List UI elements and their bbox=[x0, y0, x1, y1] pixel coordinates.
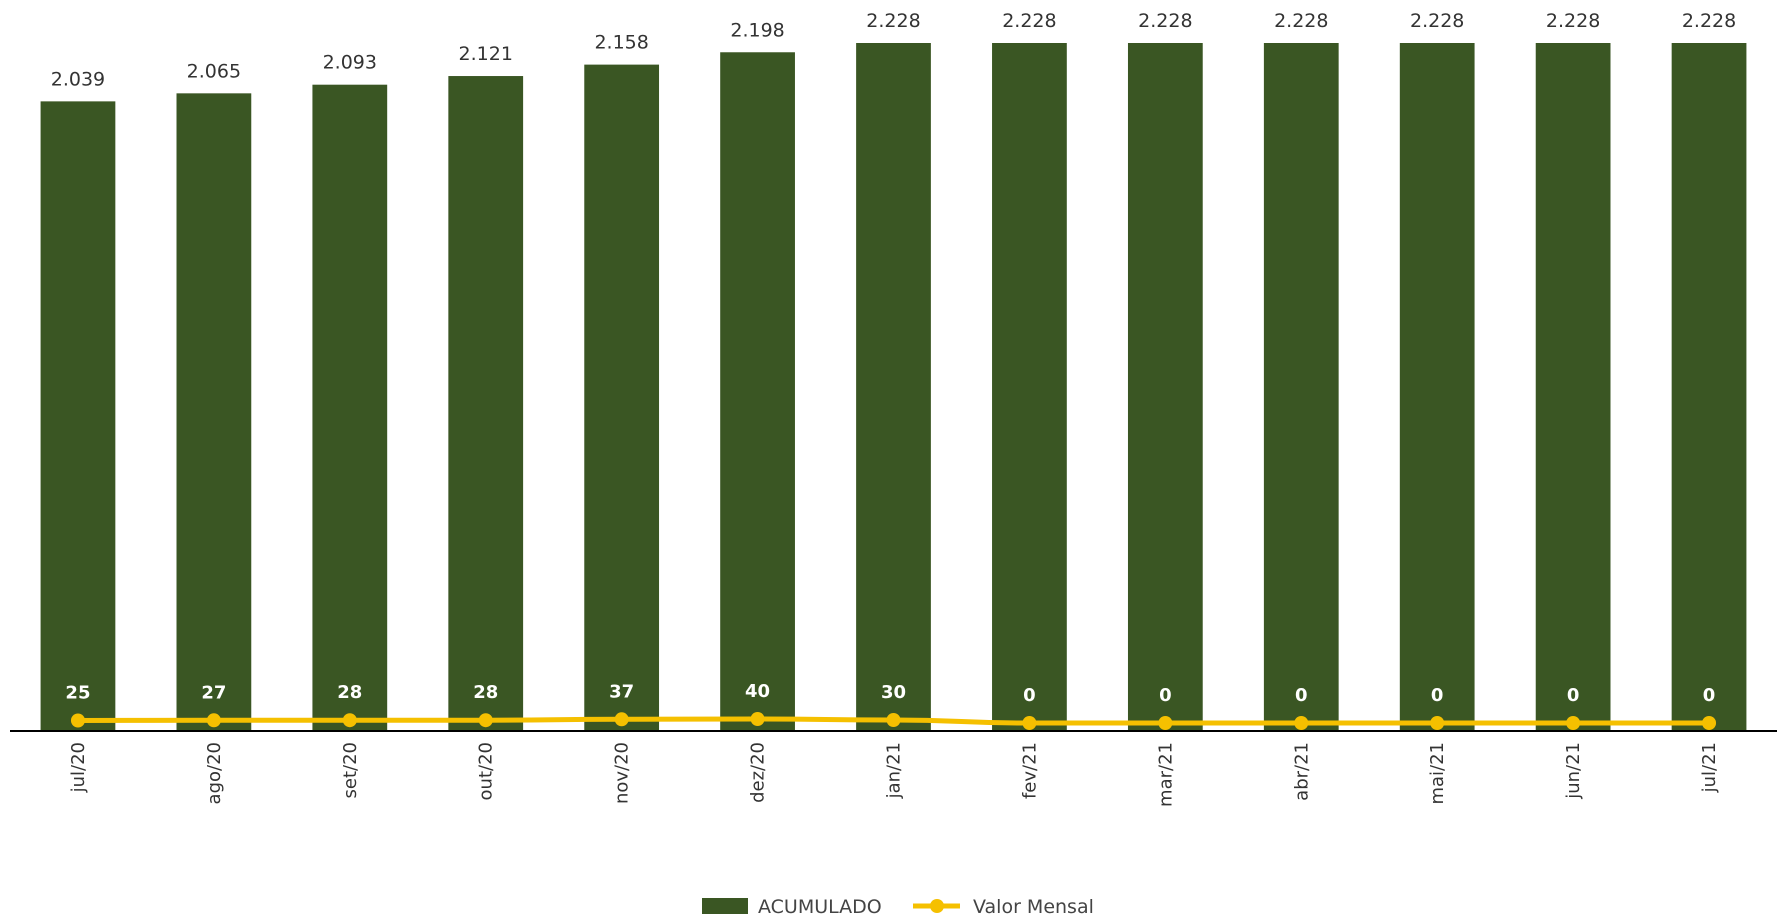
point-jul/21 bbox=[1702, 716, 1717, 730]
legend-swatch-marker-valor-mensal bbox=[930, 899, 944, 913]
point-jan/21 bbox=[886, 713, 901, 727]
bar-label-jul/21: 2.228 bbox=[1682, 10, 1736, 32]
legend-swatch-acumulado bbox=[702, 898, 748, 914]
bar-label-jan/21: 2.228 bbox=[866, 10, 920, 32]
x-tick-labels: jul/20 ago/20 set/20 out/20 nov/20 dez/20 jan/… bbox=[68, 742, 1720, 807]
point-fev/21 bbox=[1022, 716, 1037, 730]
point-nov/20 bbox=[614, 712, 629, 727]
line-label-abr/21: 0 bbox=[1295, 685, 1308, 706]
point-jul/20 bbox=[70, 713, 85, 728]
bar-jul/21 bbox=[1671, 43, 1747, 731]
point-jun/21 bbox=[1566, 716, 1581, 730]
bar-label-nov/20: 2.158 bbox=[594, 32, 648, 54]
line-label-fev/21: 0 bbox=[1023, 685, 1036, 706]
point-dez/20 bbox=[750, 712, 765, 726]
bar-nov/20 bbox=[584, 64, 660, 732]
x-tick-jan/21: jan/21 bbox=[884, 742, 905, 799]
line-label-mar/21: 0 bbox=[1159, 685, 1172, 706]
bar-label-set/20: 2.093 bbox=[323, 52, 377, 74]
bar-label-ago/20: 2.065 bbox=[187, 60, 241, 82]
point-abr/21 bbox=[1294, 716, 1309, 730]
point-set/20 bbox=[342, 713, 357, 728]
bar-label-fev/21: 2.228 bbox=[1002, 10, 1056, 32]
legend-label-acumulado: ACUMULADO bbox=[758, 896, 882, 917]
x-tick-nov/20: nov/20 bbox=[612, 742, 633, 804]
line-label-jul/20: 25 bbox=[65, 683, 90, 704]
line-label-jan/21: 30 bbox=[881, 682, 906, 703]
line-label-mai/21: 0 bbox=[1431, 685, 1444, 706]
x-tick-mar/21: mar/21 bbox=[1155, 742, 1176, 807]
x-tick-mai/21: mai/21 bbox=[1427, 742, 1448, 805]
bar-label-dez/20: 2.198 bbox=[730, 19, 784, 41]
bar-label-abr/21: 2.228 bbox=[1274, 10, 1328, 32]
x-tick-ago/20: ago/20 bbox=[204, 742, 225, 804]
line-label-dez/20: 40 bbox=[745, 681, 770, 702]
point-out/20 bbox=[478, 713, 493, 728]
line-label-set/20: 28 bbox=[337, 682, 362, 703]
x-tick-fev/21: fev/21 bbox=[1019, 742, 1040, 799]
x-tick-jun/21: jun/21 bbox=[1563, 742, 1584, 800]
bar-jan/21 bbox=[856, 43, 931, 731]
x-tick-set/20: set/20 bbox=[340, 742, 361, 798]
legend: ACUMULADO Valor Mensal bbox=[702, 896, 1094, 917]
bar-mai/21 bbox=[1399, 43, 1475, 731]
bar-label-out/20: 2.121 bbox=[459, 43, 513, 65]
bar-labels: 2.039 2.065 2.093 2.121 2.158 2.198 2.228 2.228… bbox=[51, 10, 1736, 90]
bar-series-acumulado bbox=[40, 43, 1747, 732]
line-labels: 25 27 28 28 37 40 30 0 0 0 0 0 0 bbox=[65, 681, 1715, 706]
bar-dez/20 bbox=[720, 52, 795, 731]
bar-label-jul/20: 2.039 bbox=[51, 68, 105, 90]
bar-jul/20 bbox=[40, 101, 116, 731]
bar-label-jun/21: 2.228 bbox=[1546, 10, 1600, 32]
bar-set/20 bbox=[312, 84, 388, 731]
point-mai/21 bbox=[1430, 716, 1445, 730]
bar-mar/21 bbox=[1127, 43, 1203, 731]
bar-out/20 bbox=[448, 76, 524, 732]
bar-label-mar/21: 2.228 bbox=[1138, 10, 1192, 32]
line-label-out/20: 28 bbox=[473, 682, 498, 703]
bar-fev/21 bbox=[992, 43, 1067, 731]
line-label-nov/20: 37 bbox=[609, 681, 634, 702]
x-tick-jul/20: jul/20 bbox=[68, 742, 89, 793]
x-tick-out/20: out/20 bbox=[476, 742, 497, 800]
x-tick-dez/20: dez/20 bbox=[748, 742, 769, 803]
point-ago/20 bbox=[206, 713, 221, 728]
legend-label-valor-mensal: Valor Mensal bbox=[973, 896, 1094, 917]
bar-ago/20 bbox=[176, 93, 252, 732]
line-label-jun/21: 0 bbox=[1567, 685, 1580, 706]
bar-jun/21 bbox=[1535, 43, 1611, 731]
line-label-ago/20: 27 bbox=[201, 682, 226, 703]
point-mar/21 bbox=[1158, 716, 1173, 730]
line-series-valor-mensal bbox=[70, 712, 1717, 730]
line-label-jul/21: 0 bbox=[1703, 685, 1716, 706]
x-tick-jul/21: jul/21 bbox=[1699, 742, 1720, 793]
x-tick-abr/21: abr/21 bbox=[1291, 742, 1312, 801]
bar-abr/21 bbox=[1263, 43, 1339, 731]
bar-label-mai/21: 2.228 bbox=[1410, 10, 1464, 32]
